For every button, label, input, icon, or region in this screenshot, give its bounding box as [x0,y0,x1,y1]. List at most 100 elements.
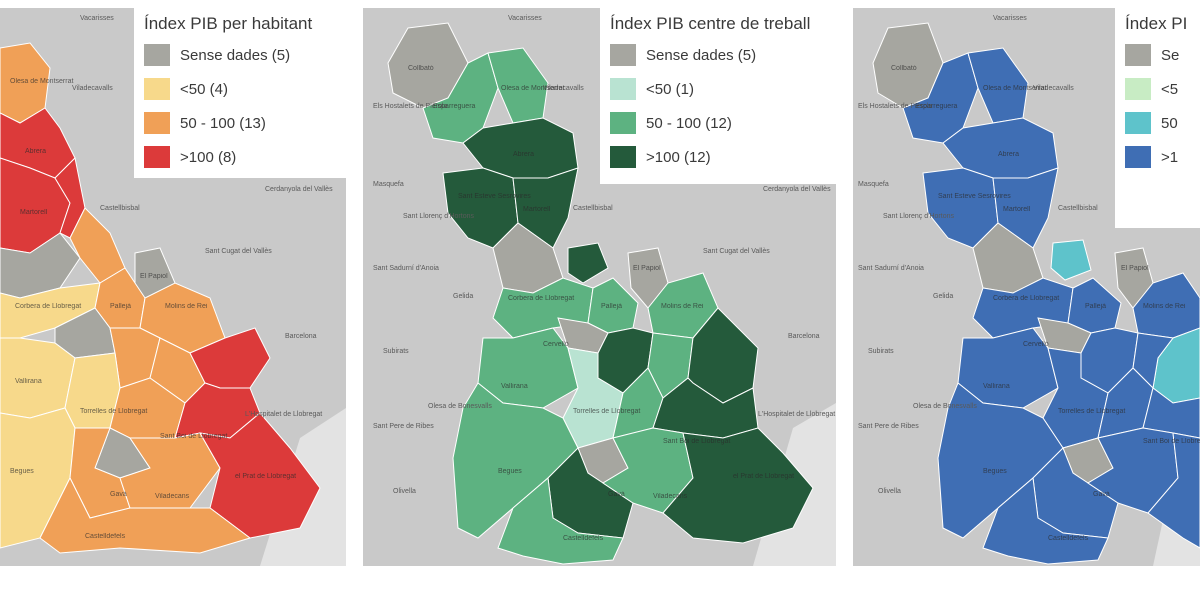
place-label: El Papiol [140,273,168,280]
legend-swatch [1125,112,1151,134]
legend-label: 50 [1161,114,1178,132]
place-label: Castellbisbal [100,205,140,212]
legend-label: 50 - 100 (13) [180,114,266,132]
place-label: el Prat de Llobregat [733,473,794,480]
place-label: Gavà [608,491,625,498]
place-label: Pallejà [1085,303,1106,310]
place-label: Castellbisbal [1058,205,1098,212]
region-el-prat[interactable] [662,427,814,544]
place-label: Esparreguera [433,103,476,110]
place-label: Subirats [868,348,894,355]
place-label: L'Hospitalet de Llobregat [245,411,322,418]
place-label: Sant Sadurní d'Anoia [858,265,924,272]
legend-item: <50 (4) [144,72,336,106]
place-label: Cerdanyola del Vallès [265,186,333,193]
region-sant-andreu[interactable] [1050,239,1092,281]
place-label: Corbera de Llobregat [993,295,1059,302]
place-label: Castellbisbal [573,205,613,212]
legend-swatch [144,112,170,134]
place-label: Viladecavalls [1033,85,1074,92]
place-label: Castelldefels [1048,535,1089,542]
place-label: Molins de Rei [661,303,704,310]
place-label: Olesa de Bonesvalls [913,403,977,410]
place-label: Begues [10,468,34,475]
region-torrelles[interactable] [64,352,121,429]
legend-item: 50 [1125,106,1190,140]
place-label: Corbera de Llobregat [508,295,574,302]
legend-item: Se [1125,38,1190,72]
place-label: Begues [498,468,522,475]
place-label: Olivella [878,488,901,495]
legend-label: Se [1161,46,1180,64]
region-castelldefels[interactable] [497,477,624,565]
legend-item: 50 - 100 (13) [144,106,336,140]
place-label: Sant Pere de Ribes [373,423,434,430]
place-label: Sant Pere de Ribes [858,423,919,430]
legend-swatch [610,44,636,66]
place-label: Olivella [393,488,416,495]
place-label: Molins de Rei [1143,303,1186,310]
place-label: El Papiol [633,265,661,272]
place-label: Sant Llorenç d'Hortons [883,213,954,220]
map-panel-third[interactable]: Vacarisses Viladecavalls Els Hostalets d… [853,8,1200,566]
map-panel-gdp-workplace[interactable]: Vacarisses Viladecavalls Els Hostalets d… [363,8,836,566]
place-label: Pallejà [110,303,131,310]
place-label: Barcelona [788,333,820,340]
place-label: Cerdanyola del Vallès [763,186,831,193]
legend-label: >1 [1161,148,1179,166]
legend-swatch [610,112,636,134]
legend-item: >100 (8) [144,140,336,174]
legend-item: >100 (12) [610,140,826,174]
legend: Índex PIB per habitant Sense dades (5) <… [134,8,346,178]
legend-title: Índex PIB per habitant [144,14,313,33]
place-label: Olesa de Montserrat [501,85,564,92]
place-label: Viladecavalls [543,85,584,92]
place-label: Gavà [110,491,127,498]
place-label: Vacarisses [993,15,1027,22]
region-castelldefels[interactable] [39,476,252,554]
place-label: Molins de Rei [165,303,208,310]
region-el-prat[interactable] [1147,432,1200,549]
legend-swatch [144,44,170,66]
place-label: Abrera [998,151,1019,158]
place-label: Olesa de Montserrat [10,78,73,85]
place-label: Martorell [523,206,551,213]
place-label: Sant Cugat del Vallès [205,248,272,255]
place-label: Masquefa [373,181,404,188]
place-label: Castelldefels [563,535,604,542]
choropleth-map-3[interactable]: Vacarisses Viladecavalls Els Hostalets d… [853,8,1200,566]
place-label: Castelldefels [85,533,126,540]
place-label: Vallirana [983,383,1010,390]
place-label: El Papiol [1121,265,1149,272]
legend-label: >100 (8) [180,148,237,166]
place-label: L'Hospitalet de Llobregat [758,411,835,418]
place-label: Cervelló [543,341,569,348]
place-label: Gavà [1093,491,1110,498]
legend: Índex PI Se <5 50 >1 [1115,8,1200,228]
place-label: Corbera de Llobregat [15,303,81,310]
place-label: Barcelona [285,333,317,340]
legend-swatch [1125,146,1151,168]
place-label: Viladecavalls [72,85,113,92]
place-label: Abrera [25,148,46,155]
legend-swatch [610,78,636,100]
legend-item: Sense dades (5) [144,38,336,72]
region-sant-andreu[interactable] [567,242,609,284]
region-castelldefels[interactable] [982,477,1109,565]
region-el-prat[interactable] [199,412,321,539]
legend-label: Sense dades (5) [646,46,757,64]
place-label: Torrelles de Llobregat [1058,408,1125,415]
region-sant-joan[interactable] [1132,332,1174,390]
legend: Índex PIB centre de treball Sense dades … [600,8,836,184]
legend-item: >1 [1125,140,1190,174]
place-label: Sant Sadurní d'Anoia [373,265,439,272]
place-label: Gelida [933,293,953,300]
place-label: Sant Cugat del Vallès [703,248,770,255]
legend-label: >100 (12) [646,148,711,166]
place-label: Sant Boi de Llobregat [1143,438,1200,445]
place-label: Begues [983,468,1007,475]
place-label: Esparreguera [915,103,958,110]
map-panel-gdp-per-capita[interactable]: Vacarisses Viladecavalls Olesa de Montse… [0,8,346,566]
legend-label: 50 - 100 (12) [646,114,732,132]
place-label: Sant Boi de Llobregat [663,438,730,445]
